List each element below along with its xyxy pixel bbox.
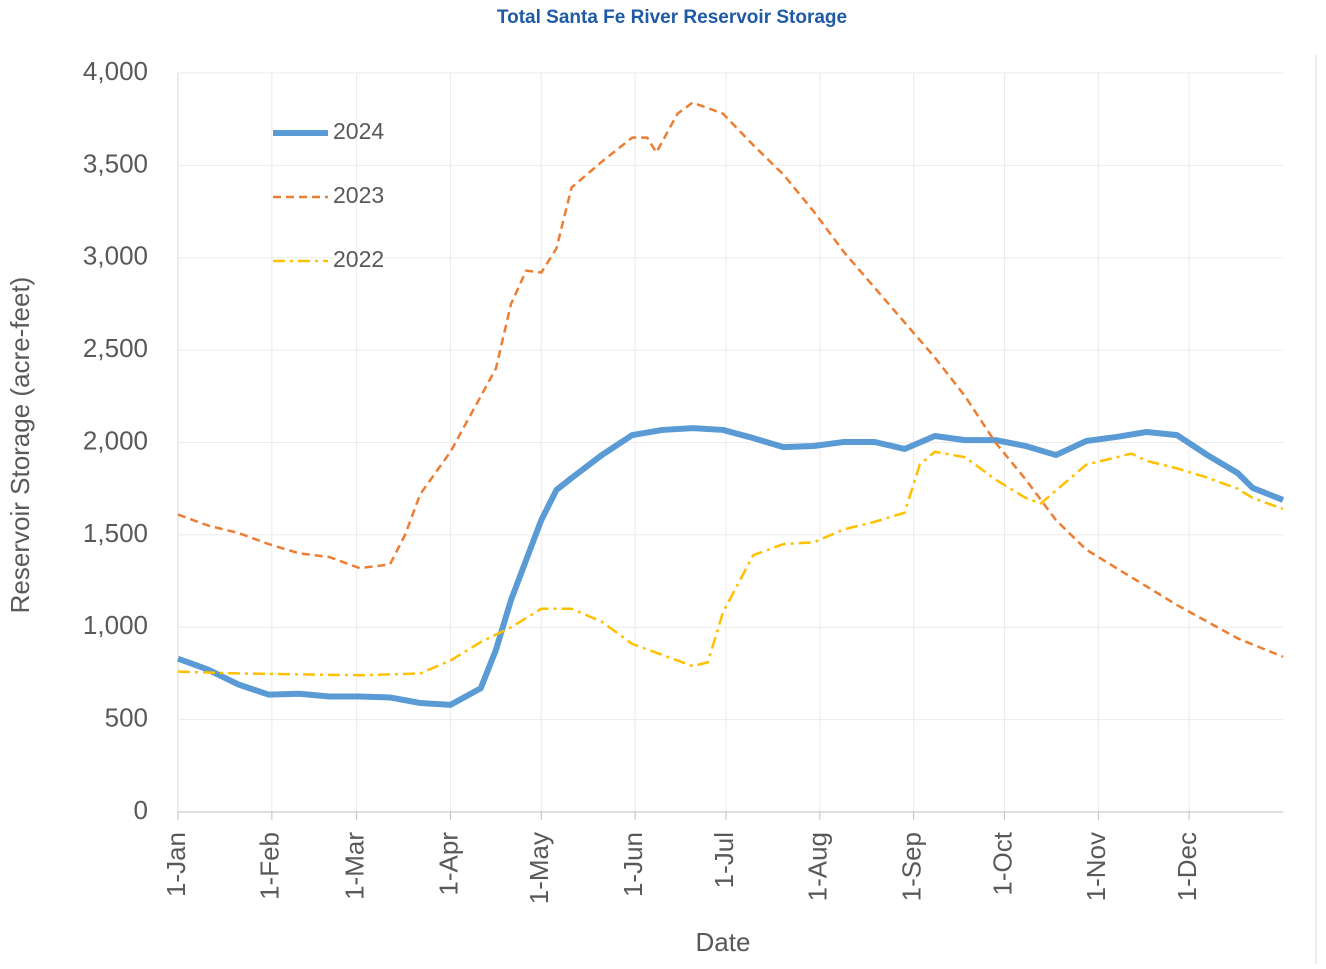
y-tick-label: 500 <box>105 703 148 733</box>
y-tick-label: 2,500 <box>83 333 148 363</box>
x-tick-label: 1-Jan <box>161 832 191 897</box>
chart-title: Total Santa Fe River Reservoir Storage <box>497 7 847 28</box>
x-tick-label: 1-May <box>524 832 554 904</box>
series-line <box>177 450 1284 677</box>
y-tick-label: 3,000 <box>83 241 148 271</box>
y-tick-label: 0 <box>134 795 148 825</box>
x-tick-label: 1-Nov <box>1081 832 1111 901</box>
x-tick-label: 1-Aug <box>803 832 833 901</box>
series-line <box>177 101 1284 658</box>
x-axis-label: Date <box>696 927 751 957</box>
legend-label: 2023 <box>333 182 384 208</box>
y-tick-label: 2,000 <box>83 425 148 455</box>
y-tick-label: 1,000 <box>83 610 148 640</box>
y-tick-label: 3,500 <box>83 148 148 178</box>
y-tick-label: 4,000 <box>83 56 148 86</box>
x-tick-label: 1-Jun <box>618 832 648 897</box>
y-axis-label: Reservoir Storage (acre-feet) <box>5 277 35 614</box>
x-tick-label: 1-Jul <box>709 832 739 888</box>
y-tick-label: 1,500 <box>83 518 148 548</box>
series-line <box>176 425 1285 708</box>
x-tick-label: 1-Mar <box>339 832 369 900</box>
x-tick-label: 1-Feb <box>255 832 285 900</box>
x-tick-label: 1-Oct <box>987 831 1017 895</box>
x-tick-label: 1-Sep <box>897 832 927 901</box>
x-tick-label: 1-Dec <box>1172 832 1202 901</box>
legend-label: 2024 <box>333 118 384 144</box>
legend-label: 2022 <box>333 246 384 272</box>
x-tick-label: 1-Apr <box>433 832 463 896</box>
